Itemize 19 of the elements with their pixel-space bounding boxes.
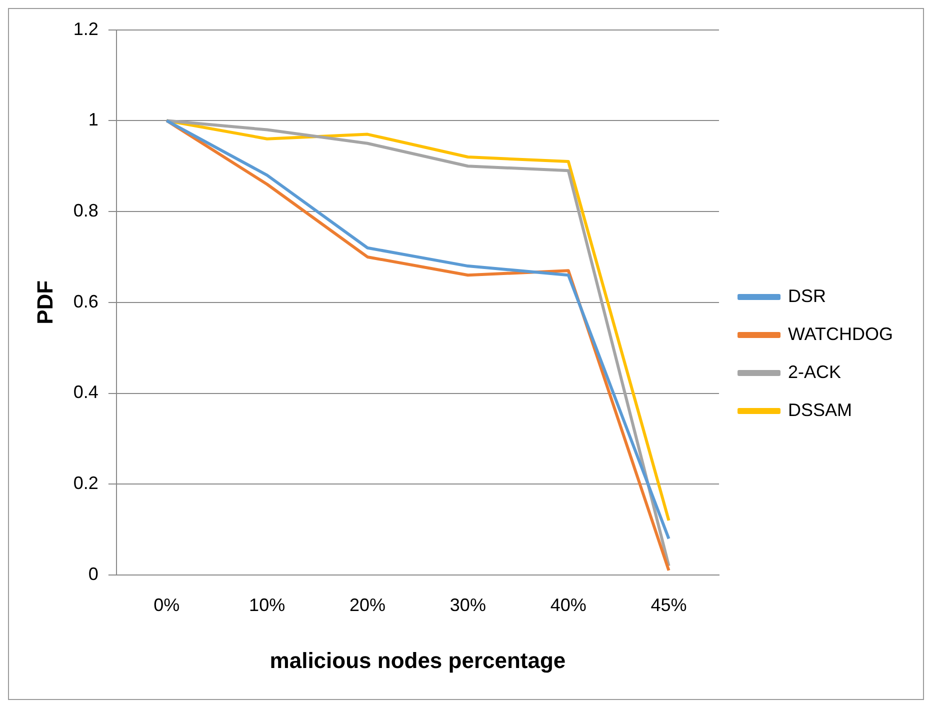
x-tick-label: 30%: [450, 594, 486, 615]
y-tick-label: 1: [88, 110, 98, 130]
y-tick-label: 0.8: [73, 200, 98, 220]
x-tick-label: 0%: [154, 594, 180, 615]
y-tick-label: 0.4: [73, 382, 98, 402]
x-tick-label: 10%: [249, 594, 286, 615]
y-tick-label: 0.6: [73, 291, 98, 312]
y-tick-label: 0.2: [73, 473, 98, 494]
legend-label: DSSAM: [788, 400, 852, 420]
x-axis-title: malicious nodes percentage: [270, 648, 566, 673]
y-axis-title: PDF: [32, 280, 58, 324]
y-tick-label: 0: [88, 564, 98, 584]
y-tick-label: 1.2: [73, 18, 98, 39]
x-tick-label: 40%: [550, 594, 586, 615]
legend-label: WATCHDOG: [788, 324, 894, 344]
x-tick-label: 45%: [650, 594, 687, 615]
legend-label: 2-ACK: [788, 362, 842, 382]
legend-label: DSR: [788, 286, 826, 306]
x-tick-label: 20%: [349, 594, 386, 615]
